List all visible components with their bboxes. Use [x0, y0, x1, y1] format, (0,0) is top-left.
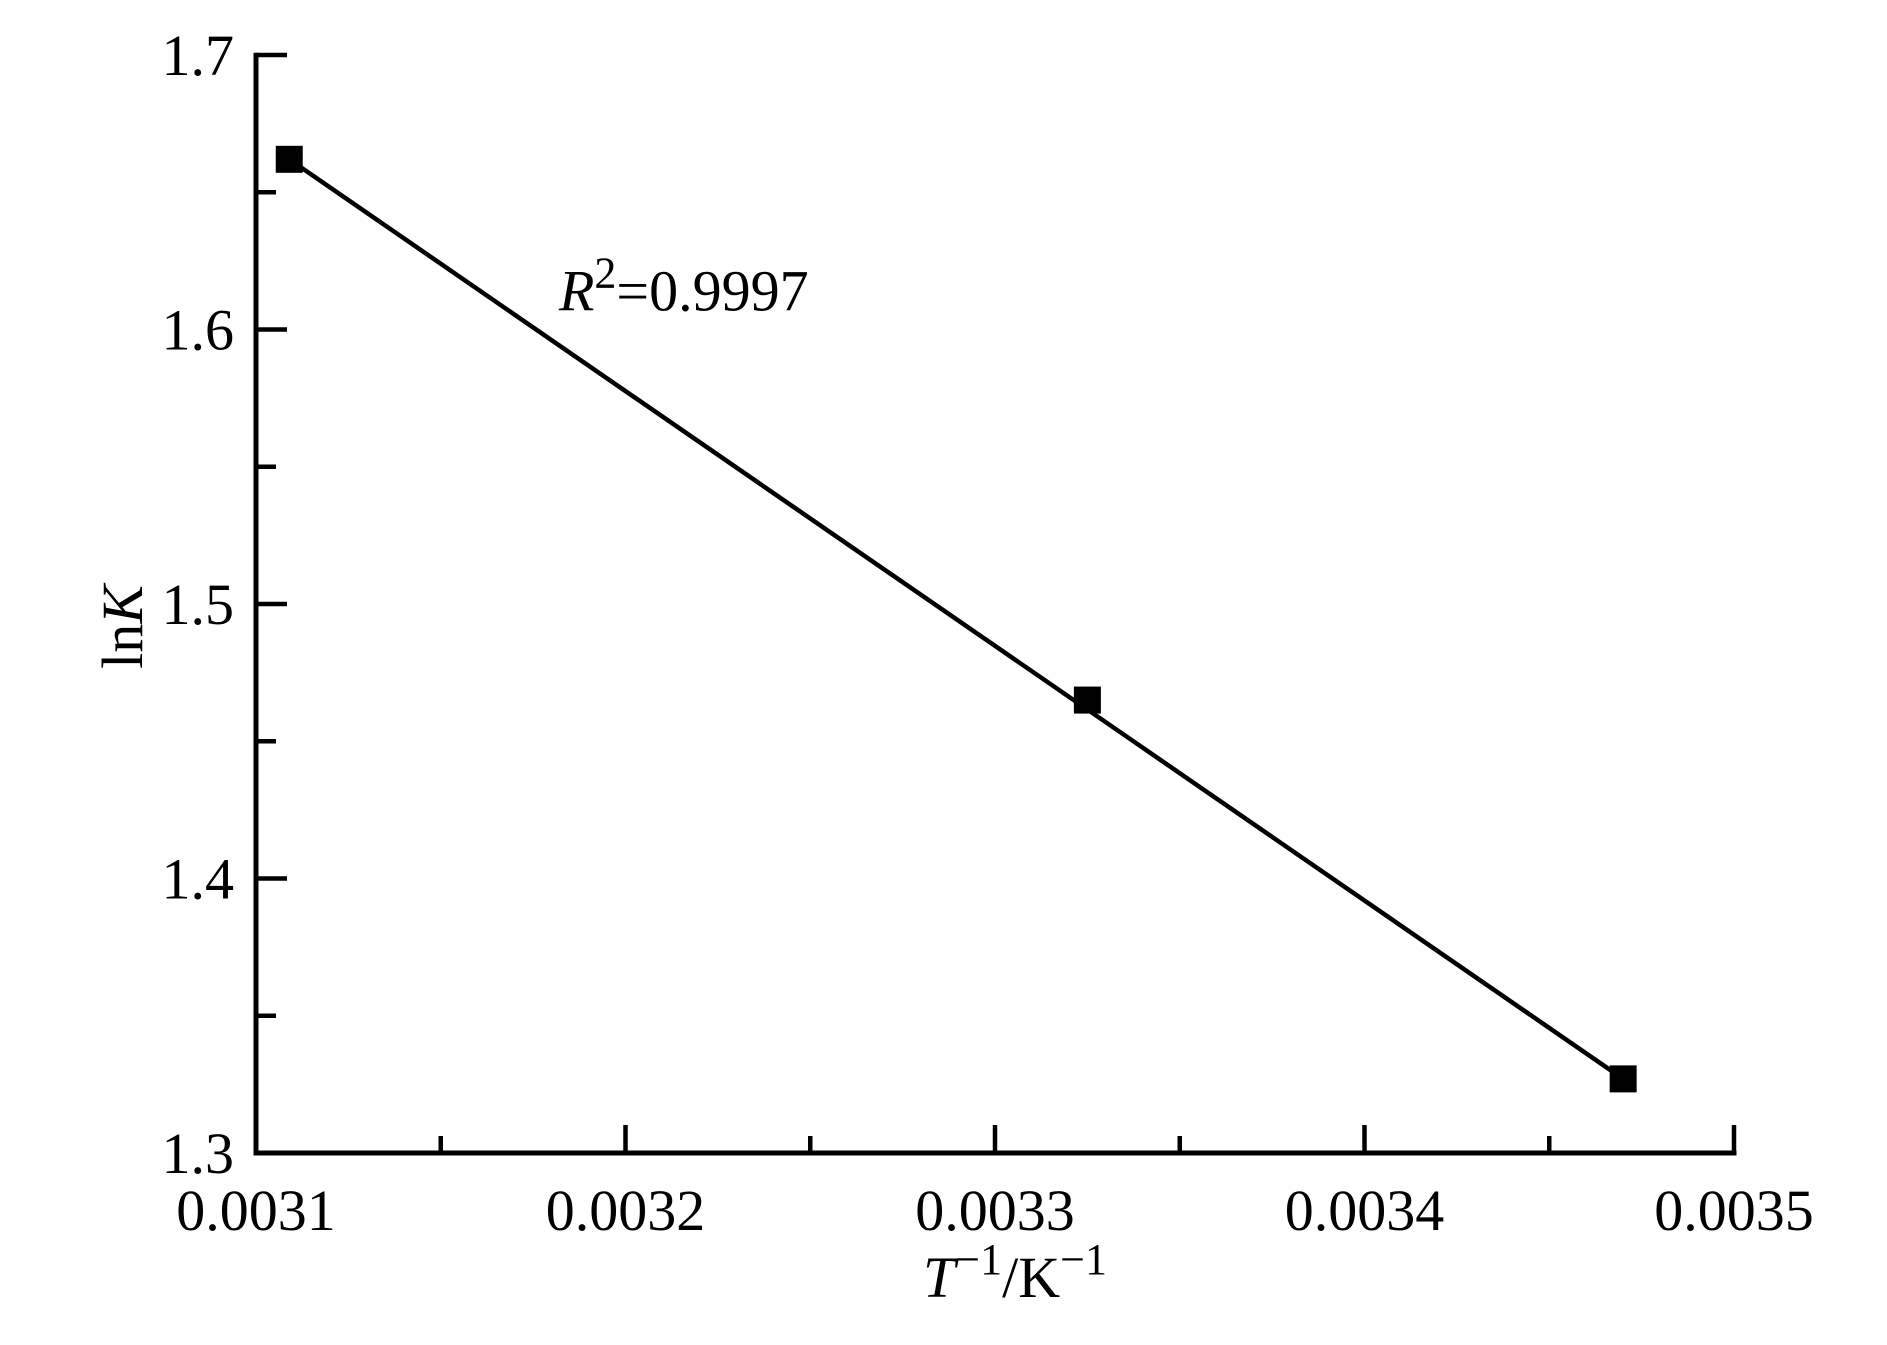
- r-squared-annotation: R2=0.9997: [558, 248, 809, 323]
- data-point-marker: [275, 145, 303, 173]
- x-axis-title: T−1/K−1: [923, 1235, 1107, 1310]
- y-tick-label: 1.5: [162, 572, 235, 637]
- y-axis-title: lnK: [90, 582, 155, 669]
- data-point-marker: [1609, 1065, 1637, 1093]
- x-tick-label: 0.0031: [176, 1178, 336, 1243]
- x-tick-label: 0.0034: [1285, 1178, 1445, 1243]
- x-tick-label: 0.0035: [1654, 1178, 1814, 1243]
- data-point-marker: [1073, 686, 1101, 714]
- y-tick-label: 1.3: [162, 1121, 235, 1186]
- x-tick-label: 0.0033: [915, 1178, 1075, 1243]
- y-tick-label: 1.4: [162, 847, 235, 912]
- x-tick-label: 0.0032: [546, 1178, 706, 1243]
- fit-line: [287, 157, 1625, 1081]
- y-tick-label: 1.6: [162, 298, 235, 363]
- y-tick-label: 1.7: [162, 23, 235, 88]
